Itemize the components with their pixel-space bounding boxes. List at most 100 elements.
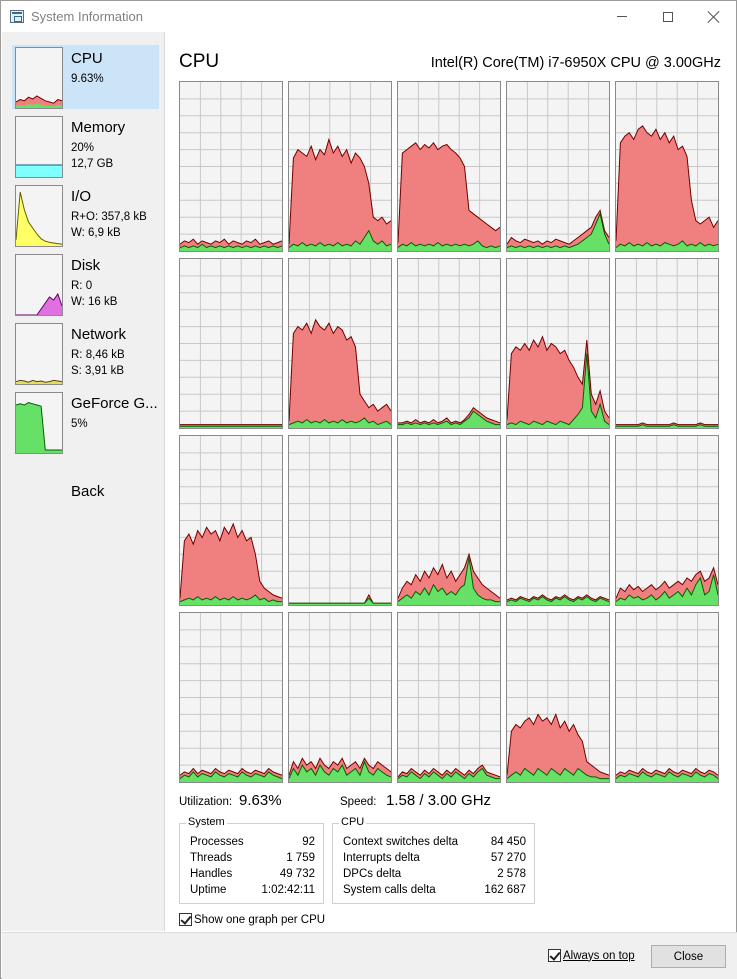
- total-usage-line: [398, 141, 500, 243]
- cpu-core-graph: [615, 81, 719, 252]
- network-graph-thumbnail: [15, 323, 63, 385]
- kernel-usage-area: [289, 598, 391, 605]
- memory-graph-thumbnail: [15, 116, 63, 178]
- kernel-usage-line: [507, 767, 609, 780]
- sidebar-item-cpu[interactable]: CPU 9.63%: [12, 45, 159, 109]
- io-thumb-area: [16, 192, 62, 246]
- minimize-button[interactable]: [599, 1, 645, 32]
- total-usage-line: [180, 238, 282, 245]
- cpu-core-graph: [506, 258, 610, 429]
- sidebar-item-disk[interactable]: Disk R: 0 W: 16 kB: [12, 252, 159, 316]
- total-usage-area: [289, 319, 391, 428]
- kernel-usage-line: [507, 595, 609, 603]
- sidebar: CPU 9.63% Memory 20% 12,7 GB I/O R+O: 35…: [2, 32, 165, 931]
- total-usage-line: [289, 137, 391, 245]
- kernel-usage-area: [507, 768, 609, 782]
- disk-graph-thumbnail: [15, 254, 63, 316]
- total-usage-line: [507, 209, 609, 245]
- kernel-usage-area: [507, 353, 609, 428]
- cpu-core-graph: [615, 435, 719, 606]
- maximize-button[interactable]: [645, 1, 691, 32]
- cpu-core-graph: [288, 81, 392, 252]
- sidebar-item-label: Network: [71, 326, 127, 343]
- cpu-graph-thumbnail: [15, 47, 63, 109]
- stat-value: 49 732: [279, 868, 315, 880]
- close-window-button[interactable]: [691, 1, 737, 32]
- sidebar-item-memory[interactable]: Memory 20% 12,7 GB: [12, 114, 159, 178]
- close-button[interactable]: Close: [651, 945, 726, 968]
- kernel-usage-line: [616, 574, 718, 602]
- sidebar-item-value-2: S: 3,91 kB: [71, 365, 125, 377]
- total-usage-line: [180, 767, 282, 776]
- total-usage-line: [616, 767, 718, 776]
- always-on-top-option[interactable]: Always on top: [548, 949, 635, 962]
- network-thumb-area: [16, 380, 62, 384]
- stat-row-threads: Threads 1 759: [180, 852, 323, 868]
- sidebar-item-value: R: 0: [71, 280, 93, 292]
- kernel-usage-line: [289, 417, 391, 426]
- total-usage-line: [289, 757, 391, 776]
- total-usage-area: [616, 125, 718, 251]
- one-graph-per-cpu-checkbox[interactable]: [179, 913, 192, 926]
- one-graph-per-cpu-option[interactable]: Show one graph per CPU: [179, 913, 325, 926]
- disk-thumb-area: [16, 294, 62, 315]
- cpu-core-graph: [288, 612, 392, 783]
- sidebar-item-gpu[interactable]: GeForce G... 5%: [12, 390, 159, 454]
- cpu-core-graph: [397, 612, 501, 783]
- cpu-core-graph: [179, 258, 283, 429]
- kernel-usage-line: [398, 240, 500, 249]
- cpu-core-graph: [615, 612, 719, 783]
- checkbox-label: Always on top: [563, 949, 635, 962]
- kernel-usage-line: [398, 767, 500, 780]
- speed-value: 1.58 / 3.00 GHz: [386, 792, 492, 809]
- kernel-usage-line: [289, 229, 391, 248]
- sidebar-item-io[interactable]: I/O R+O: 357,8 kB W: 6,9 kB: [12, 183, 159, 247]
- sidebar-item-network[interactable]: Network R: 8,46 kB S: 3,91 kB: [12, 321, 159, 385]
- total-usage-line: [507, 713, 609, 776]
- kernel-usage-area: [289, 761, 391, 782]
- stat-value: 57 270: [490, 852, 526, 864]
- sidebar-item-value: 20%: [71, 142, 95, 154]
- utilization-value: 9.63%: [239, 792, 282, 809]
- disk-thumb-line: [16, 292, 62, 315]
- kernel-usage-line: [180, 771, 282, 780]
- gpu-thumb-area: [16, 402, 62, 453]
- total-usage-area: [398, 142, 500, 251]
- stat-key: Processes: [190, 836, 244, 848]
- kernel-usage-area: [289, 417, 391, 428]
- kernel-usage-area: [398, 557, 500, 605]
- cpu-core-graph: [506, 81, 610, 252]
- sidebar-item-value-2: 12,7 GB: [71, 158, 114, 170]
- kernel-usage-area: [507, 596, 609, 605]
- kernel-usage-area: [616, 574, 718, 605]
- sidebar-item-value: 5%: [71, 418, 88, 430]
- kernel-usage-area: [180, 244, 282, 251]
- stat-key: Uptime: [190, 884, 227, 896]
- sidebar-item-label: Memory: [71, 119, 126, 136]
- kernel-usage-line: [398, 557, 500, 603]
- stat-row-system-calls: System calls delta 162 687: [333, 884, 534, 900]
- stat-row-interrupts: Interrupts delta 57 270: [333, 852, 534, 868]
- stat-key: System calls delta: [343, 884, 436, 896]
- groupbox-title: CPU: [339, 816, 367, 828]
- cpu-core-graph: [179, 435, 283, 606]
- total-usage-line: [616, 125, 718, 241]
- cpu-model-name: Intel(R) Core(TM) i7-6950X CPU @ 3.00GHz: [430, 55, 721, 71]
- title-bar[interactable]: System Information: [1, 1, 736, 32]
- always-on-top-checkbox[interactable]: [548, 949, 561, 962]
- groupbox-title: System: [186, 816, 227, 828]
- stat-row-uptime: Uptime 1:02:42:11: [180, 884, 323, 900]
- kernel-usage-area: [507, 213, 609, 251]
- kernel-usage-line: [616, 240, 718, 248]
- stat-key: DPCs delta: [343, 868, 402, 880]
- network-thumb-line: [16, 379, 62, 383]
- checkbox-label: Show one graph per CPU: [194, 913, 326, 926]
- kernel-usage-area: [180, 594, 282, 605]
- cpu-core-graph: [397, 81, 501, 252]
- stat-value: 92: [302, 836, 315, 848]
- back-link[interactable]: Back: [71, 483, 105, 500]
- cpu-core-graph: [288, 435, 392, 606]
- kernel-usage-area: [616, 771, 718, 782]
- kernel-usage-line: [289, 597, 391, 604]
- cpu-core-graph: [615, 258, 719, 429]
